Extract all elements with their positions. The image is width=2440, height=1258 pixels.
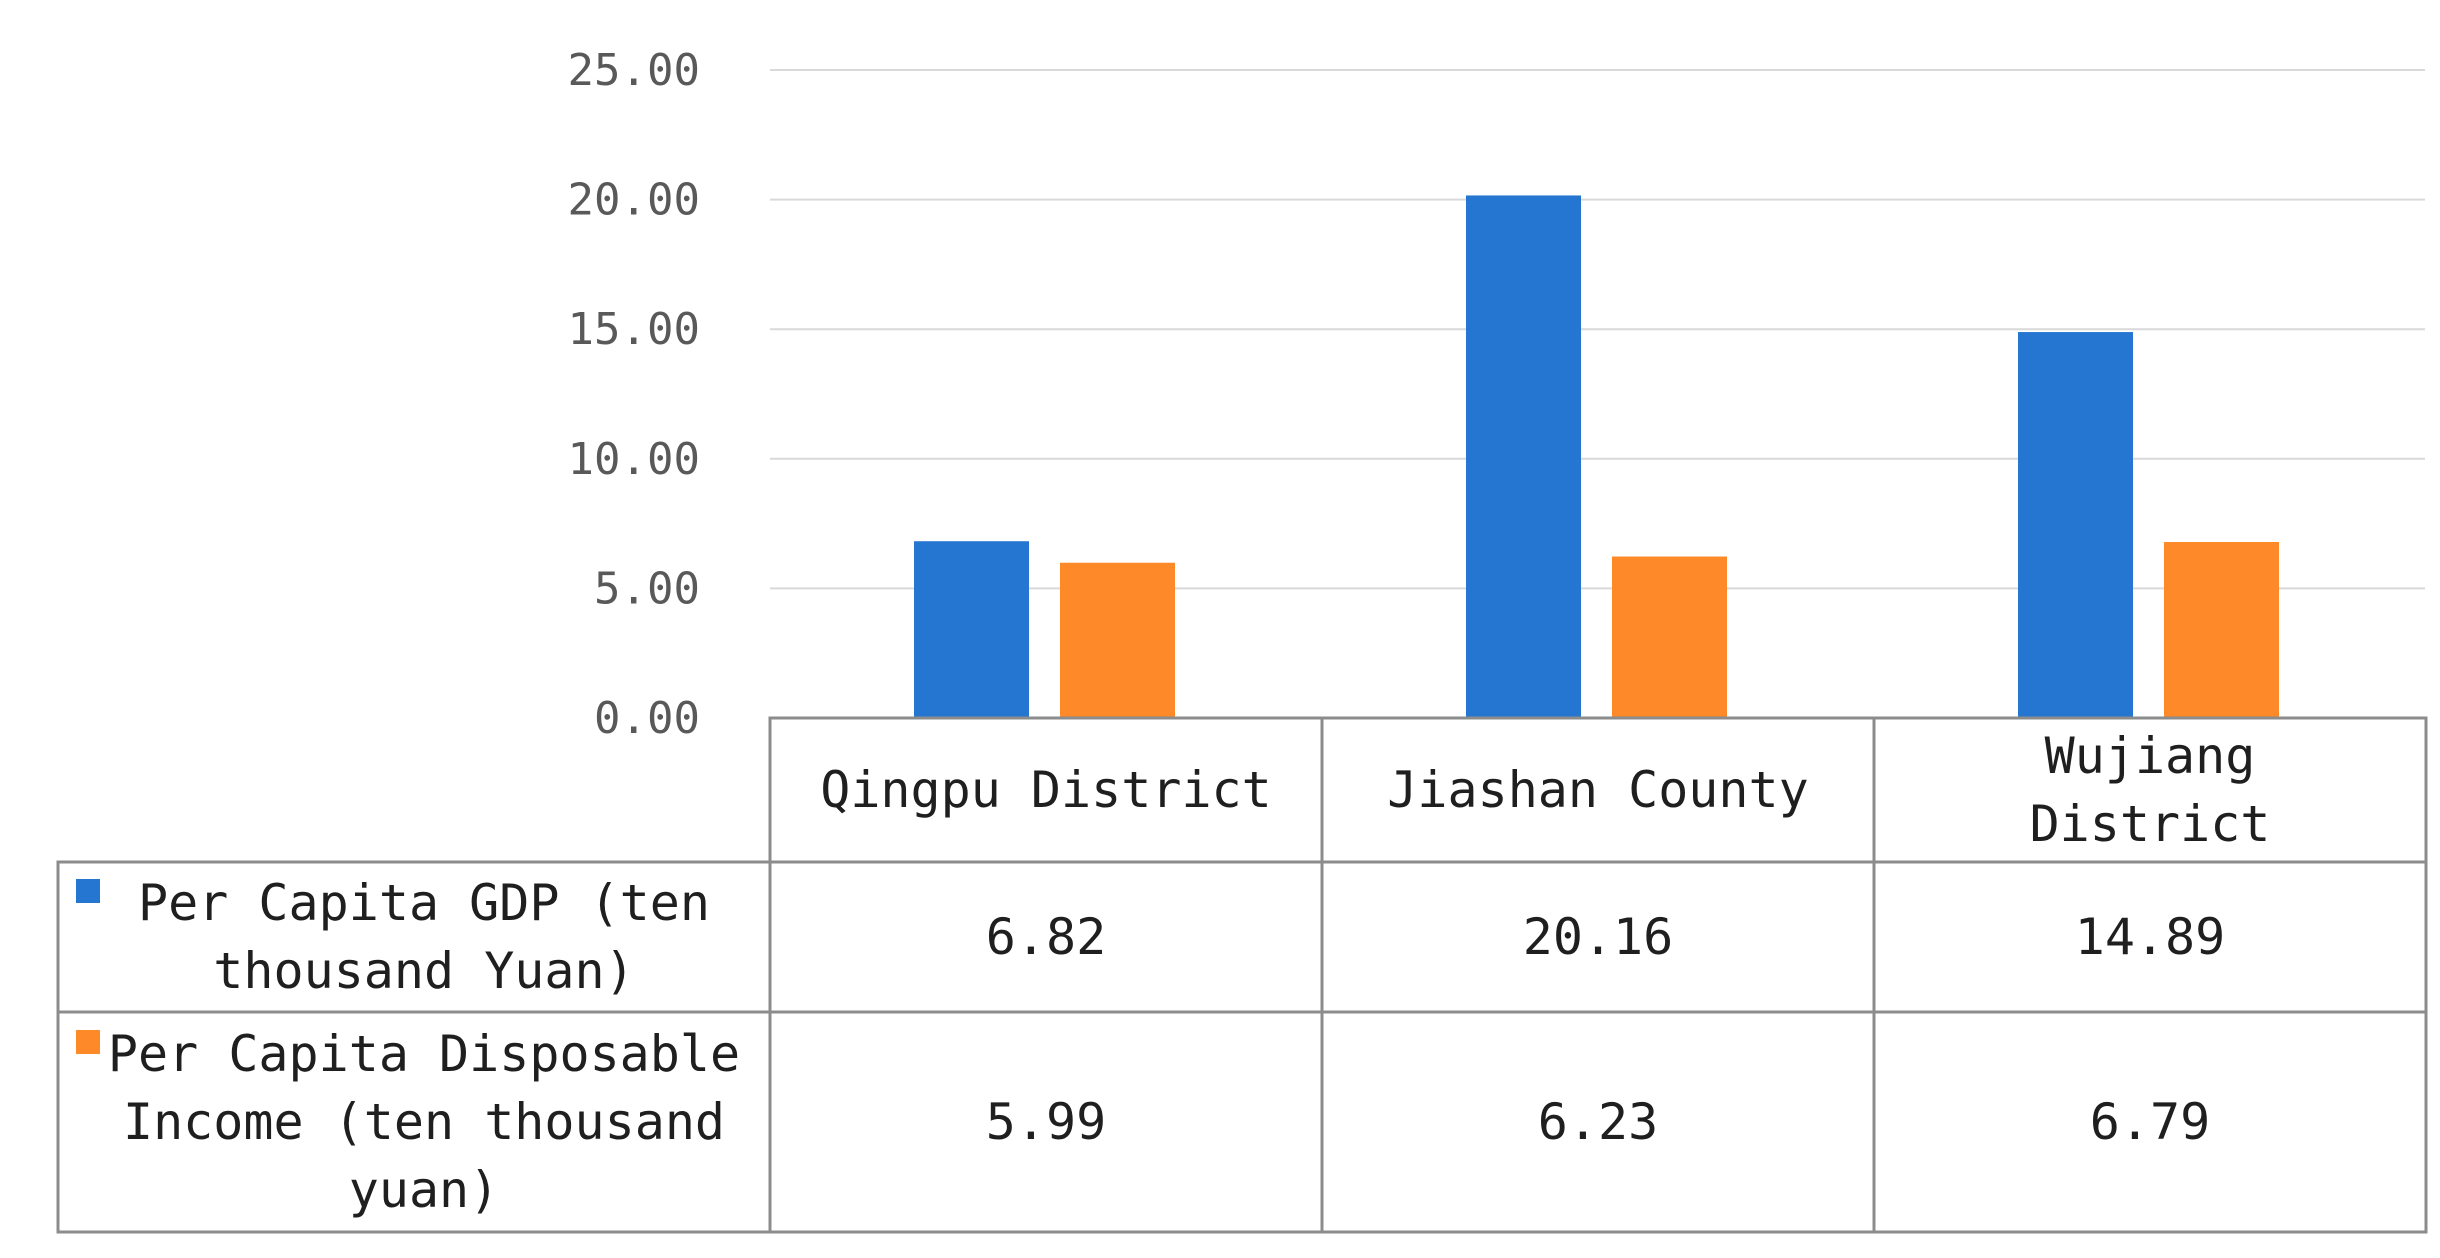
y-tick-label: 15.00 <box>568 304 700 355</box>
y-tick-label: 0.00 <box>594 693 700 744</box>
data-table: Qingpu District Jiashan County Wujiang Dist… <box>56 716 2428 1234</box>
bar-series-2-3 <box>2164 542 2279 718</box>
data-label-series-1: 6.82 <box>986 908 1106 966</box>
data-label-series-2: 5.99 <box>986 1093 1106 1151</box>
bar-series-1-2 <box>1466 195 1581 718</box>
data-label-series-1: 20.16 <box>1523 908 1674 966</box>
bar-series-1-3 <box>2018 332 2133 718</box>
bar-series-2-1 <box>1060 562 1175 718</box>
y-tick-label: 20.00 <box>568 175 700 226</box>
category-label: Wujiang District <box>2030 727 2271 853</box>
legend-key-series-1 <box>76 879 100 903</box>
bar-series-2-2 <box>1612 556 1727 718</box>
bars <box>914 195 2279 718</box>
y-tick-label: 10.00 <box>568 434 700 485</box>
data-label-series-2: 6.23 <box>1538 1093 1658 1151</box>
legend-key-series-2 <box>76 1030 100 1054</box>
gridlines <box>770 69 2425 590</box>
y-axis-ticks: 0.00 5.00 10.00 15.00 20.00 25.00 <box>568 45 700 744</box>
category-label: Jiashan County <box>1387 761 1808 819</box>
legend-label-series-1: Per Capita GDP (ten thousand Yuan) <box>138 874 710 1000</box>
y-tick-label: 5.00 <box>594 563 700 614</box>
data-label-series-1: 14.89 <box>2075 908 2226 966</box>
table-body-border <box>56 860 2428 1234</box>
category-label: Qingpu District <box>820 761 1272 819</box>
data-label-series-2: 6.79 <box>2090 1093 2210 1151</box>
legend-label-series-2: Per Capita Disposable Income (ten thousan… <box>108 1025 740 1219</box>
y-tick-label: 25.00 <box>568 45 700 96</box>
bar-series-1-1 <box>914 541 1029 718</box>
